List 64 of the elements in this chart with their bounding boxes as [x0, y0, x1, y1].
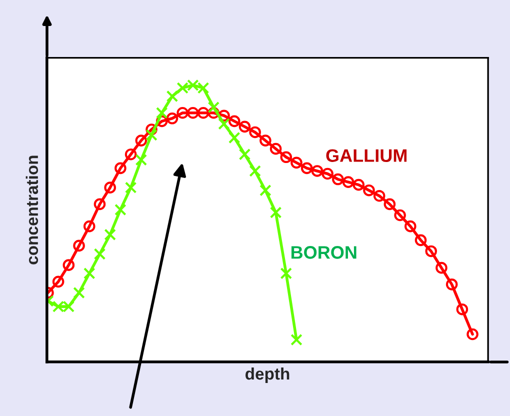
point — [404, 220, 416, 232]
point — [135, 154, 148, 166]
point — [394, 209, 406, 222]
point — [218, 118, 230, 130]
point — [290, 156, 302, 169]
x-axis-title: depth — [246, 367, 290, 384]
point — [73, 240, 85, 252]
point — [62, 259, 75, 271]
point — [238, 120, 251, 133]
point — [114, 162, 126, 174]
point — [197, 106, 210, 119]
point — [156, 115, 168, 128]
point — [446, 278, 458, 290]
point — [104, 182, 116, 194]
point — [218, 110, 230, 122]
point — [228, 115, 240, 128]
point — [300, 162, 313, 174]
point — [187, 106, 199, 119]
point — [83, 267, 96, 280]
point — [124, 182, 137, 194]
y-axis-title: concentration — [26, 156, 38, 264]
point — [260, 134, 272, 146]
point — [414, 234, 427, 246]
point — [166, 112, 178, 124]
point — [146, 124, 158, 136]
point — [311, 165, 324, 177]
point — [280, 151, 292, 164]
point — [83, 220, 96, 232]
point — [146, 129, 158, 141]
point — [166, 90, 178, 102]
point — [52, 276, 64, 288]
point — [156, 106, 168, 119]
point — [260, 184, 272, 196]
point — [208, 106, 220, 119]
point — [425, 245, 438, 258]
point — [270, 142, 282, 155]
point — [373, 190, 386, 202]
series-label: GALLIUM — [326, 149, 407, 162]
point — [290, 334, 302, 346]
point — [270, 206, 282, 218]
point — [176, 106, 188, 119]
point — [73, 286, 85, 299]
point — [135, 134, 148, 146]
point — [124, 148, 137, 160]
point — [228, 132, 240, 144]
point — [332, 173, 344, 186]
point — [280, 267, 292, 280]
point — [436, 262, 448, 274]
point — [352, 178, 365, 191]
point — [249, 165, 261, 177]
series-label: BORON — [291, 246, 356, 259]
point — [208, 101, 220, 114]
point — [114, 204, 126, 216]
point — [456, 303, 468, 316]
point — [249, 126, 261, 138]
point — [466, 328, 478, 340]
point — [384, 198, 396, 210]
point — [104, 228, 116, 241]
point — [363, 184, 375, 196]
point — [342, 176, 354, 188]
point — [238, 148, 251, 160]
point — [322, 168, 334, 180]
point — [94, 248, 106, 260]
point — [94, 198, 106, 210]
